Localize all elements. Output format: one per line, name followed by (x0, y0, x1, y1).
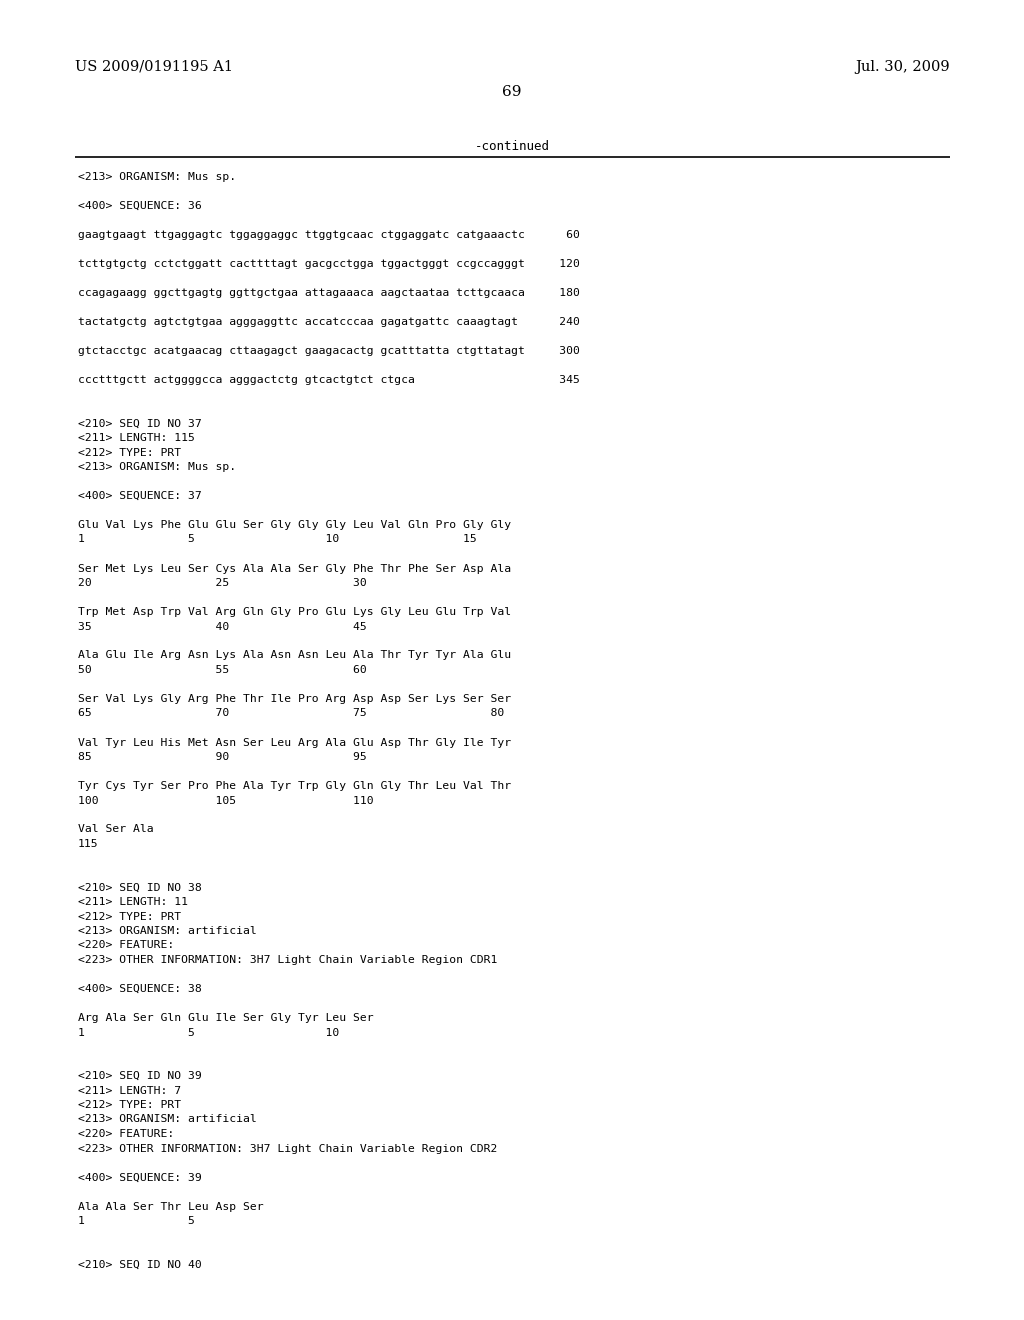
Text: Ala Glu Ile Arg Asn Lys Ala Asn Asn Leu Ala Thr Tyr Tyr Ala Glu: Ala Glu Ile Arg Asn Lys Ala Asn Asn Leu … (78, 651, 511, 660)
Text: <213> ORGANISM: artificial: <213> ORGANISM: artificial (78, 927, 257, 936)
Text: <212> TYPE: PRT: <212> TYPE: PRT (78, 912, 181, 921)
Text: 50                  55                  60: 50 55 60 (78, 665, 367, 675)
Text: <220> FEATURE:: <220> FEATURE: (78, 1129, 174, 1139)
Text: 69: 69 (502, 84, 522, 99)
Text: <211> LENGTH: 11: <211> LENGTH: 11 (78, 898, 188, 907)
Text: Val Tyr Leu His Met Asn Ser Leu Arg Ala Glu Asp Thr Gly Ile Tyr: Val Tyr Leu His Met Asn Ser Leu Arg Ala … (78, 738, 511, 747)
Text: <400> SEQUENCE: 38: <400> SEQUENCE: 38 (78, 983, 202, 994)
Text: <400> SEQUENCE: 39: <400> SEQUENCE: 39 (78, 1172, 202, 1183)
Text: 115: 115 (78, 840, 98, 849)
Text: <210> SEQ ID NO 40: <210> SEQ ID NO 40 (78, 1259, 202, 1270)
Text: 1               5                   10: 1 5 10 (78, 1027, 339, 1038)
Text: gtctacctgc acatgaacag cttaagagct gaagacactg gcatttatta ctgttatagt     300: gtctacctgc acatgaacag cttaagagct gaagaca… (78, 346, 580, 356)
Text: ccagagaagg ggcttgagtg ggttgctgaa attagaaaca aagctaataa tcttgcaaca     180: ccagagaagg ggcttgagtg ggttgctgaa attagaa… (78, 288, 580, 298)
Text: <211> LENGTH: 7: <211> LENGTH: 7 (78, 1085, 181, 1096)
Text: <210> SEQ ID NO 37: <210> SEQ ID NO 37 (78, 418, 202, 429)
Text: Jul. 30, 2009: Jul. 30, 2009 (855, 59, 950, 74)
Text: tactatgctg agtctgtgaa agggaggttc accatcccaa gagatgattc caaagtagt      240: tactatgctg agtctgtgaa agggaggttc accatcc… (78, 317, 580, 327)
Text: <213> ORGANISM: Mus sp.: <213> ORGANISM: Mus sp. (78, 172, 237, 182)
Text: Ser Val Lys Gly Arg Phe Thr Ile Pro Arg Asp Asp Ser Lys Ser Ser: Ser Val Lys Gly Arg Phe Thr Ile Pro Arg … (78, 694, 511, 704)
Text: Ala Ala Ser Thr Leu Asp Ser: Ala Ala Ser Thr Leu Asp Ser (78, 1201, 263, 1212)
Text: 1               5                   10                  15: 1 5 10 15 (78, 535, 477, 544)
Text: <400> SEQUENCE: 36: <400> SEQUENCE: 36 (78, 201, 202, 211)
Text: Glu Val Lys Phe Glu Glu Ser Gly Gly Gly Leu Val Gln Pro Gly Gly: Glu Val Lys Phe Glu Glu Ser Gly Gly Gly … (78, 520, 511, 531)
Text: Val Ser Ala: Val Ser Ala (78, 825, 154, 834)
Text: tcttgtgctg cctctggatt cacttttagt gacgcctgga tggactgggt ccgccagggt     120: tcttgtgctg cctctggatt cacttttagt gacgcct… (78, 259, 580, 269)
Text: -continued: -continued (474, 140, 550, 153)
Text: <212> TYPE: PRT: <212> TYPE: PRT (78, 1100, 181, 1110)
Text: <210> SEQ ID NO 38: <210> SEQ ID NO 38 (78, 883, 202, 892)
Text: 100                 105                 110: 100 105 110 (78, 796, 374, 805)
Text: 35                  40                  45: 35 40 45 (78, 622, 367, 631)
Text: gaagtgaagt ttgaggagtc tggaggaggc ttggtgcaac ctggaggatc catgaaactc      60: gaagtgaagt ttgaggagtc tggaggaggc ttggtgc… (78, 230, 580, 240)
Text: <213> ORGANISM: Mus sp.: <213> ORGANISM: Mus sp. (78, 462, 237, 473)
Text: <223> OTHER INFORMATION: 3H7 Light Chain Variable Region CDR1: <223> OTHER INFORMATION: 3H7 Light Chain… (78, 954, 498, 965)
Text: Tyr Cys Tyr Ser Pro Phe Ala Tyr Trp Gly Gln Gly Thr Leu Val Thr: Tyr Cys Tyr Ser Pro Phe Ala Tyr Trp Gly … (78, 781, 511, 791)
Text: <220> FEATURE:: <220> FEATURE: (78, 940, 174, 950)
Text: <223> OTHER INFORMATION: 3H7 Light Chain Variable Region CDR2: <223> OTHER INFORMATION: 3H7 Light Chain… (78, 1143, 498, 1154)
Text: <210> SEQ ID NO 39: <210> SEQ ID NO 39 (78, 1071, 202, 1081)
Text: <400> SEQUENCE: 37: <400> SEQUENCE: 37 (78, 491, 202, 502)
Text: <213> ORGANISM: artificial: <213> ORGANISM: artificial (78, 1114, 257, 1125)
Text: 65                  70                  75                  80: 65 70 75 80 (78, 709, 504, 718)
Text: <211> LENGTH: 115: <211> LENGTH: 115 (78, 433, 195, 444)
Text: 20                  25                  30: 20 25 30 (78, 578, 367, 587)
Text: 85                  90                  95: 85 90 95 (78, 752, 367, 762)
Text: Ser Met Lys Leu Ser Cys Ala Ala Ser Gly Phe Thr Phe Ser Asp Ala: Ser Met Lys Leu Ser Cys Ala Ala Ser Gly … (78, 564, 511, 573)
Text: US 2009/0191195 A1: US 2009/0191195 A1 (75, 59, 233, 74)
Text: Trp Met Asp Trp Val Arg Gln Gly Pro Glu Lys Gly Leu Glu Trp Val: Trp Met Asp Trp Val Arg Gln Gly Pro Glu … (78, 607, 511, 616)
Text: ccctttgctt actggggcca agggactctg gtcactgtct ctgca                     345: ccctttgctt actggggcca agggactctg gtcactg… (78, 375, 580, 385)
Text: 1               5: 1 5 (78, 1216, 195, 1226)
Text: Arg Ala Ser Gln Glu Ile Ser Gly Tyr Leu Ser: Arg Ala Ser Gln Glu Ile Ser Gly Tyr Leu … (78, 1012, 374, 1023)
Text: <212> TYPE: PRT: <212> TYPE: PRT (78, 447, 181, 458)
